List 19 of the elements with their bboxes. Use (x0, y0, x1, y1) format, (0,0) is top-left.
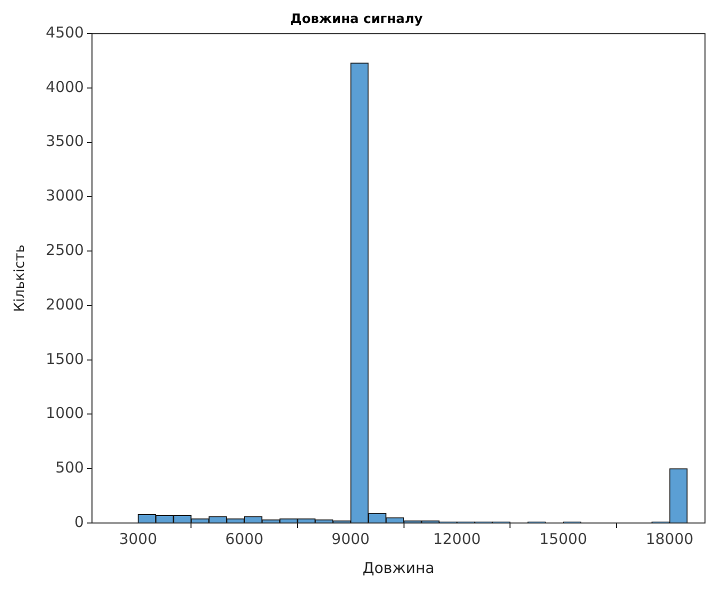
x-tick-label: 12000 (433, 530, 481, 548)
y-tick-label: 2000 (46, 295, 84, 314)
y-tick-label: 500 (55, 458, 84, 477)
y-tick-label: 2500 (46, 241, 84, 259)
y-tick-label: 0 (74, 512, 84, 531)
y-tick-label: 4500 (46, 23, 84, 42)
y-axis-title: Кількість (12, 244, 28, 312)
x-tick-label: 9000 (332, 530, 370, 548)
y-tick-label: 3000 (46, 186, 84, 205)
y-tick-label: 4000 (46, 78, 84, 96)
y-tick-label: 3500 (46, 132, 84, 150)
x-axis-title: Довжина (362, 558, 434, 577)
x-tick-label: 18000 (646, 530, 694, 548)
y-tick-label: 1500 (46, 350, 84, 368)
x-tick-label: 15000 (539, 530, 588, 548)
chart-title: Довжина сигналу (290, 12, 424, 28)
x-tick-label: 3000 (118, 530, 158, 548)
x-tick-label: 6000 (225, 530, 264, 548)
y-tick-label: 1000 (46, 404, 84, 422)
